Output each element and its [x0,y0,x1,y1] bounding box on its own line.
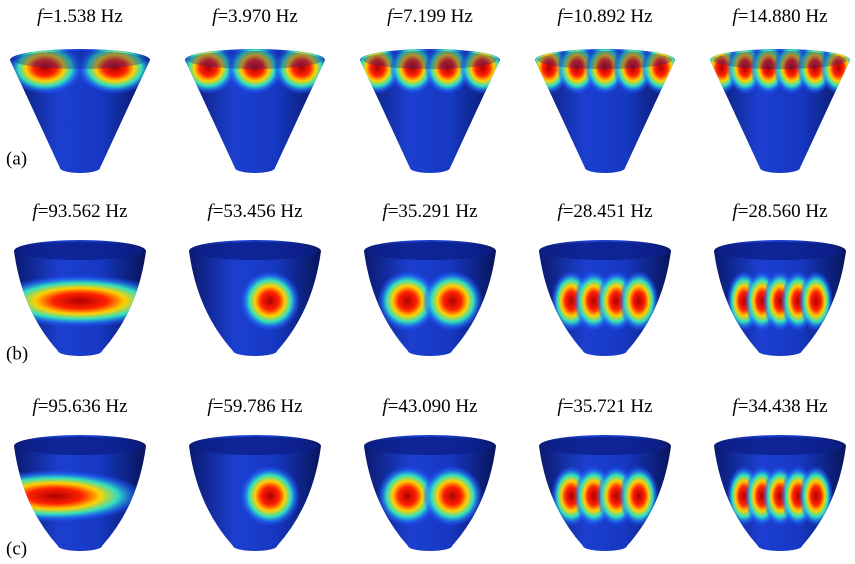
mode-shape [704,42,855,173]
opening [717,437,843,455]
opening [367,242,493,260]
opening [192,437,318,455]
frequency-label: f=10.892 Hz [557,6,652,27]
hot-spot [240,466,300,526]
opening [367,437,493,455]
mode-shape [714,240,846,356]
hot-spot [619,271,659,331]
frequency-label: f=1.538 Hz [37,6,123,27]
hot-spot [240,271,300,331]
hot-spot [820,42,855,94]
opening [713,51,847,69]
mode-shape [189,435,321,551]
mode-shape [355,42,506,173]
frequency-label: f=34.438 Hz [732,396,827,417]
opening [542,242,668,260]
frequency-label: f=35.291 Hz [382,201,477,222]
frequency-label: f=14.880 Hz [732,6,827,27]
opening [188,51,322,69]
frequency-label: f=7.199 Hz [387,6,473,27]
opening [538,51,672,69]
frequency-label: f=95.636 Hz [32,396,127,417]
mode-shape [0,435,146,551]
opening [542,437,668,455]
frequency-label: f=28.560 Hz [732,201,827,222]
mode-shape [364,240,496,356]
opening [17,437,143,455]
hot-spot [423,271,483,331]
mode-shape [0,240,170,356]
mode-shape [714,435,846,551]
opening [363,51,497,69]
frequency-label: f=3.970 Hz [212,6,298,27]
row-label: (b) [6,343,28,364]
mode-shape [539,435,671,551]
hot-spot [460,42,506,94]
mode-shape [189,240,321,356]
hot-spot [619,466,659,526]
mode-shape [364,435,496,551]
hot-spot [0,275,170,327]
mode-shape [180,42,329,173]
frequency-label: f=59.786 Hz [207,396,302,417]
mode-shape [539,240,671,356]
hot-spot [423,466,483,526]
mode-shape [7,42,153,173]
frequency-label: f=53.456 Hz [207,201,302,222]
frequency-label: f=43.090 Hz [382,396,477,417]
opening [192,242,318,260]
hot-spot [641,42,681,94]
figure: f=1.538 Hz f=3.970 Hz f=7.199 Hz f=10.892 H… [0,0,855,564]
mode-shape [529,42,681,173]
row-label: (a) [6,148,27,169]
hot-spot [799,271,833,331]
frequency-label: f=93.562 Hz [32,201,127,222]
frequency-label: f=28.451 Hz [557,201,652,222]
hot-spot [799,466,833,526]
row-label: (c) [6,538,27,559]
opening [13,51,147,69]
opening [17,242,143,260]
frequency-label: f=35.721 Hz [557,396,652,417]
opening [717,242,843,260]
